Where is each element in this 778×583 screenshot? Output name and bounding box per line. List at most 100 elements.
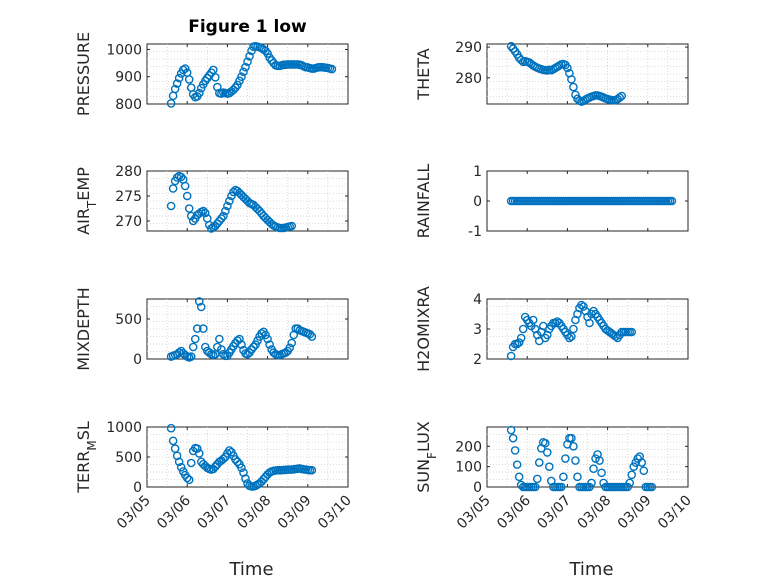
data-point bbox=[545, 462, 554, 471]
data-point bbox=[168, 184, 178, 193]
data-point bbox=[577, 300, 586, 310]
data-point bbox=[631, 458, 641, 467]
data-point bbox=[565, 333, 574, 343]
data-point bbox=[170, 84, 180, 94]
data-point bbox=[263, 334, 272, 344]
data-point bbox=[287, 338, 297, 348]
subplot-rainfall: -1 0 1 RAINFALL bbox=[414, 164, 689, 240]
data-point bbox=[182, 191, 192, 201]
data-point bbox=[589, 464, 598, 473]
data-point bbox=[557, 482, 566, 492]
data-point bbox=[571, 90, 580, 100]
data-point bbox=[569, 324, 578, 334]
data-point bbox=[265, 340, 274, 349]
data-point bbox=[257, 329, 266, 338]
y-tick-label: 270 bbox=[115, 214, 142, 230]
data-point bbox=[245, 51, 254, 61]
y-tick-label: 1 bbox=[473, 164, 482, 180]
y-tick-label: -1 bbox=[468, 224, 482, 240]
data-point bbox=[192, 324, 202, 333]
data-point bbox=[261, 330, 270, 340]
data-point bbox=[180, 181, 190, 191]
data-point bbox=[667, 196, 677, 206]
data-point bbox=[198, 324, 208, 333]
y-tick-label: 4 bbox=[473, 292, 482, 308]
data-point bbox=[217, 345, 226, 354]
data-point bbox=[200, 342, 210, 352]
subplot-air-temp: 270 275 280 AIRTEMP bbox=[74, 164, 349, 235]
data-point bbox=[184, 75, 194, 84]
data-point bbox=[172, 79, 182, 88]
data-point bbox=[166, 201, 176, 211]
data-point bbox=[166, 99, 176, 108]
data-point bbox=[625, 478, 635, 488]
data-point bbox=[225, 196, 234, 206]
data-point bbox=[186, 458, 196, 468]
data-point bbox=[528, 315, 538, 325]
data-point bbox=[168, 436, 178, 446]
data-series bbox=[506, 425, 657, 492]
y-axis-label: THETA bbox=[414, 48, 433, 100]
x-tick-label: 03/08 bbox=[575, 493, 615, 533]
data-point bbox=[629, 462, 639, 471]
data-point bbox=[514, 338, 524, 347]
y-tick-label: 1000 bbox=[106, 420, 142, 436]
data-point bbox=[615, 93, 624, 102]
x-tick-label: 03/10 bbox=[655, 493, 695, 533]
y-tick-label: 2 bbox=[473, 352, 482, 368]
y-axis-label: MIXDEPTH bbox=[74, 287, 93, 370]
x-tick-label: 03/09 bbox=[275, 493, 315, 533]
data-point bbox=[251, 340, 260, 349]
data-point bbox=[569, 82, 578, 92]
data-point bbox=[194, 88, 204, 98]
data-point bbox=[567, 75, 576, 84]
y-axis-label: RAINFALL bbox=[414, 164, 433, 239]
data-point bbox=[532, 474, 542, 484]
data-point bbox=[559, 472, 568, 482]
subplot-terr-msl: 0 500 1000 TERRMSL 03/05 03/06 03/07 03/08 03/09… bbox=[74, 420, 355, 580]
data-point bbox=[512, 339, 522, 349]
data-point bbox=[249, 342, 258, 352]
y-tick-label: 290 bbox=[455, 40, 482, 56]
data-point bbox=[506, 41, 516, 51]
data-point bbox=[182, 473, 192, 483]
data-point bbox=[263, 49, 272, 58]
y-tick-label: 0 bbox=[133, 352, 142, 368]
subplot-sun-flux: 0 100 200 SUNFLUX 03/05 03/06 03/07 03/08 03/09 0… bbox=[414, 421, 695, 580]
data-point bbox=[194, 449, 204, 458]
y-axis-label: AIRTEMP bbox=[74, 167, 99, 235]
data-point bbox=[623, 482, 633, 492]
data-point bbox=[591, 454, 600, 463]
data-point bbox=[597, 468, 606, 478]
data-point bbox=[223, 201, 232, 211]
data-point bbox=[192, 444, 202, 453]
data-point bbox=[647, 482, 657, 492]
x-tick-label: 03/05 bbox=[454, 493, 494, 533]
data-point bbox=[174, 457, 184, 467]
y-tick-label: 0 bbox=[473, 480, 482, 496]
data-point bbox=[235, 334, 244, 344]
data-point bbox=[200, 208, 210, 218]
data-point bbox=[221, 206, 230, 216]
data-point bbox=[617, 91, 626, 101]
data-point bbox=[563, 63, 572, 73]
subplot-mixdepth: 0 500 MIXDEPTH bbox=[74, 287, 349, 371]
data-point bbox=[184, 475, 194, 485]
data-point bbox=[512, 460, 522, 469]
data-series bbox=[506, 41, 626, 106]
data-point bbox=[219, 454, 228, 464]
x-tick-label: 03/07 bbox=[534, 493, 574, 533]
data-point bbox=[219, 349, 228, 359]
data-point bbox=[196, 302, 206, 312]
data-point bbox=[188, 216, 198, 226]
data-point bbox=[543, 448, 552, 457]
chart-title: Figure 1 low bbox=[188, 17, 307, 37]
data-point bbox=[569, 442, 578, 451]
data-point bbox=[587, 478, 596, 488]
data-point bbox=[237, 340, 246, 349]
data-point bbox=[227, 191, 236, 201]
x-tick-label: 03/10 bbox=[315, 493, 355, 533]
data-point bbox=[217, 214, 226, 223]
x-axis-label: Time bbox=[228, 559, 273, 580]
data-point bbox=[573, 472, 582, 482]
